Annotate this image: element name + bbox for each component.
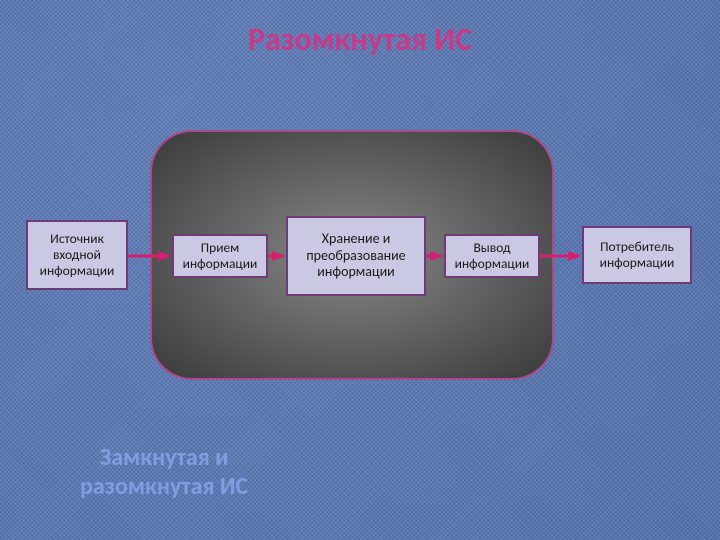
page-title: Разомкнутая ИС	[0, 20, 720, 59]
subtitle: Замкнутая и разомкнутая ИС	[80, 444, 248, 502]
box-receive-label: Прием информации	[182, 240, 258, 272]
box-output-label: Вывод информации	[454, 240, 530, 272]
page-title-text: Разомкнутая ИС	[248, 20, 472, 59]
box-receive: Прием информации	[172, 234, 268, 278]
subtitle-text: Замкнутая и разомкнутая ИС	[80, 443, 248, 501]
box-store-label: Хранение и преобразование информации	[296, 231, 416, 281]
box-consumer: Потребитель информации	[582, 226, 692, 284]
box-store: Хранение и преобразование информации	[286, 216, 426, 296]
box-source-label: Источник входной информации	[36, 231, 118, 279]
slide-root: Источник входной информации Прием информ…	[0, 0, 720, 540]
box-consumer-label: Потребитель информации	[592, 239, 682, 271]
box-output: Вывод информации	[444, 234, 540, 278]
box-source: Источник входной информации	[26, 220, 128, 290]
